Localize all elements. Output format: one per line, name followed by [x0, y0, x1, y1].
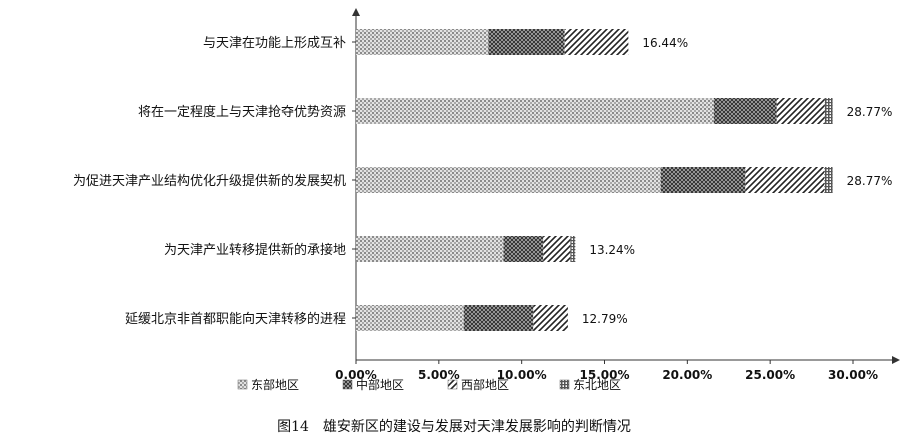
x-tick-label: 30.00%	[828, 368, 878, 382]
bar-segment	[356, 167, 661, 193]
bar-total-label: 28.77%	[847, 105, 893, 119]
legend-swatch	[342, 379, 353, 390]
bars	[356, 29, 833, 331]
y-axis-arrow	[352, 8, 360, 16]
bar-segment	[356, 236, 504, 262]
x-tick-label: 0.00%	[335, 368, 377, 382]
category-label: 为促进天津产业结构优化升级提供新的发展契机	[73, 173, 346, 189]
legend-entry: 东北地区	[573, 378, 621, 392]
x-tick-label: 5.00%	[418, 368, 460, 382]
legend: 东部地区 中部地区 西部地区 东北地区	[237, 377, 621, 392]
bar-segment	[776, 98, 825, 124]
bar-segment	[660, 167, 746, 193]
bar-segment	[463, 305, 534, 331]
bar-segment	[356, 29, 489, 55]
x-tick-label: 20.00%	[662, 368, 712, 382]
bar-segment	[570, 236, 576, 262]
bar-total-label: 13.24%	[589, 243, 635, 257]
bar-segment	[503, 236, 544, 262]
category-label: 将在一定程度上与天津抢夺优势资源	[138, 104, 346, 120]
bar-segment	[533, 305, 568, 331]
bar-segment	[824, 98, 833, 124]
legend-entry: 西部地区	[461, 377, 509, 392]
x-axis-arrow	[892, 356, 900, 364]
bar-total-label: 28.77%	[847, 174, 893, 188]
bar-segment	[356, 305, 464, 331]
bar-segment	[824, 167, 833, 193]
legend-entry: 中部地区	[356, 377, 404, 392]
x-tick-label: 25.00%	[745, 368, 795, 382]
category-label: 为天津产业转移提供新的承接地	[164, 242, 346, 258]
bar-segment	[713, 98, 777, 124]
figure-caption: 图14 雄安新区的建设与发展对天津发展影响的判断情况	[277, 419, 631, 435]
legend-entry: 东部地区	[251, 377, 299, 392]
bar-total-label: 12.79%	[582, 312, 628, 326]
bar-segment	[356, 98, 714, 124]
bar-segment	[543, 236, 571, 262]
bar-segment	[488, 29, 565, 55]
stacked-bar-chart: 0.00% 5.00% 10.00% 15.00% 20.00% 25.00% 30.00%…	[73, 8, 900, 392]
category-label: 与天津在功能上形成互补	[203, 36, 346, 51]
x-tick-label: 10.00%	[497, 368, 547, 382]
bar-total-label: 16.44%	[642, 36, 688, 50]
x-tick-label: 15.00%	[580, 368, 630, 382]
category-label: 延缓北京非首都职能向天津转移的进程	[125, 311, 346, 327]
labels: 0.00% 5.00% 10.00% 15.00% 20.00% 25.00% 30.00%…	[73, 36, 892, 382]
legend-swatch	[559, 379, 570, 390]
bar-segment	[745, 167, 825, 193]
legend-swatch	[237, 379, 248, 390]
legend-swatch	[447, 379, 458, 390]
bar-segment	[564, 29, 629, 55]
